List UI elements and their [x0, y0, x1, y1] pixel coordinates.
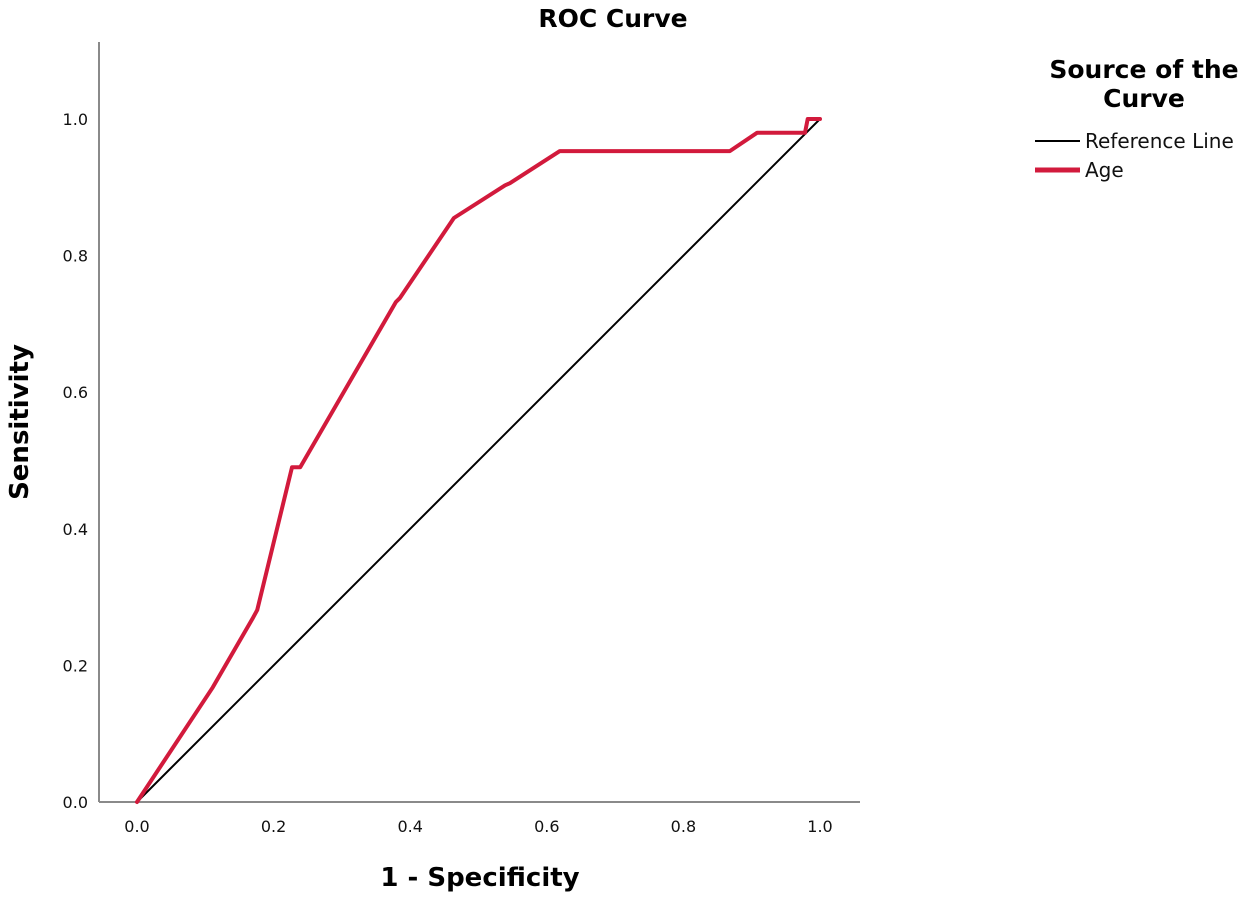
y-tick-label: 0.4 — [63, 520, 88, 539]
y-tick-label: 0.0 — [63, 793, 88, 812]
reference-line — [136, 118, 821, 803]
chart-title: ROC Curve — [538, 4, 687, 33]
y-tick-label: 1.0 — [63, 110, 88, 129]
x-tick-labels: 0.0 0.2 0.4 0.6 0.8 1.0 — [124, 817, 832, 836]
x-tick-label: 0.2 — [261, 817, 286, 836]
legend-title-line-2: Curve — [1103, 84, 1185, 113]
x-tick-label: 0.0 — [124, 817, 149, 836]
axes — [98, 42, 860, 803]
y-tick-label: 0.6 — [63, 383, 88, 402]
legend-label-reference-line: Reference Line — [1085, 129, 1234, 153]
x-tick-label: 0.4 — [397, 817, 422, 836]
x-tick-label: 0.8 — [671, 817, 696, 836]
legend-title-line-1: Source of the — [1049, 55, 1238, 84]
x-tick-label: 0.6 — [534, 817, 559, 836]
roc-curve-age — [135, 117, 822, 804]
series-layer — [135, 117, 822, 804]
y-tick-labels: 0.0 0.2 0.4 0.6 0.8 1.0 — [63, 110, 88, 812]
y-tick-label: 0.8 — [63, 247, 88, 266]
x-axis-title: 1 - Specificity — [380, 863, 579, 893]
x-tick-label: 1.0 — [807, 817, 832, 836]
y-axis-title: Sensitivity — [5, 344, 35, 500]
legend-label-age: Age — [1085, 158, 1124, 182]
legend: Source of the Curve Reference Line Age — [1035, 55, 1239, 182]
y-tick-label: 0.2 — [63, 656, 88, 675]
